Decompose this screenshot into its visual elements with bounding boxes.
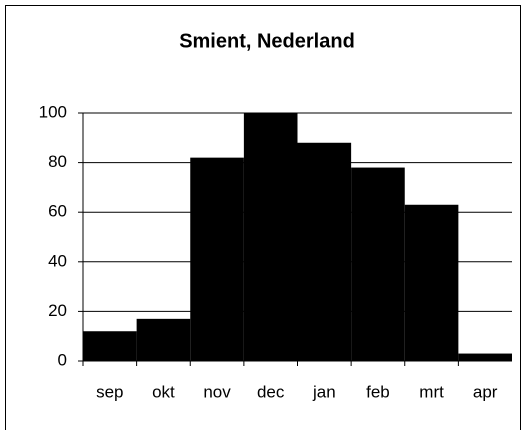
y-tick-label: 0 xyxy=(58,350,67,369)
bar xyxy=(404,204,459,361)
x-tick-label: apr xyxy=(473,382,498,401)
x-tick-label: feb xyxy=(366,382,390,401)
x-tick-label: okt xyxy=(152,382,175,401)
x-tick-label: jan xyxy=(312,382,336,401)
chart-frame xyxy=(5,5,521,430)
x-tick-label: mrt xyxy=(419,382,444,401)
bar xyxy=(297,142,352,361)
y-tick-label: 20 xyxy=(48,301,67,320)
bar xyxy=(136,318,191,361)
y-tick-label: 60 xyxy=(48,202,67,221)
bar xyxy=(458,353,512,361)
y-tick-label: 100 xyxy=(39,102,67,121)
bar xyxy=(190,157,244,361)
bar xyxy=(83,331,137,361)
bar xyxy=(243,113,298,361)
bar xyxy=(351,167,405,361)
chart-title: Smient, Nederland xyxy=(179,30,355,52)
y-tick-label: 80 xyxy=(48,152,67,171)
x-tick-label: dec xyxy=(257,382,285,401)
y-tick-label: 40 xyxy=(48,251,67,270)
x-tick-label: sep xyxy=(96,382,123,401)
x-tick-label: nov xyxy=(203,382,231,401)
